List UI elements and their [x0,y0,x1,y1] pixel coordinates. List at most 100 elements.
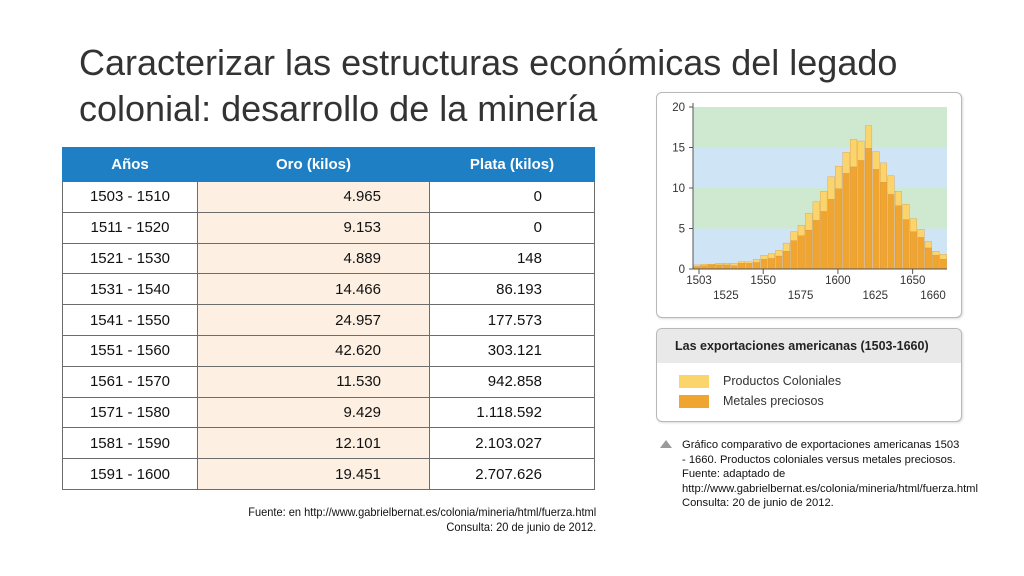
bar-productos [797,225,805,236]
bar-productos [909,218,917,232]
bar-productos [738,261,746,264]
bar-productos [887,175,895,195]
cell-years: 1581 - 1590 [62,427,198,460]
bar-productos [820,191,828,212]
table-row: 1521 - 1530 4.889 148 [62,242,595,275]
x-tick-label: 1625 [862,290,888,302]
bar-metales [932,255,940,270]
caption-text1: Gráfico comparativo de exportaciones ame… [682,439,960,466]
bar-metales [782,251,790,270]
bar-metales [767,258,775,270]
table-row: 1551 - 1560 42.620 303.121 [62,334,595,367]
table-row: 1561 - 1570 11.530 942.858 [62,365,595,398]
table-source: Fuente: en http://www.gabrielbernat.es/c… [248,505,596,535]
chart-band [693,107,947,148]
bar-productos [745,261,753,264]
legend-label-productos: Productos Coloniales [723,374,842,388]
cell-silver: 148 [429,242,595,275]
cell-gold: 4.889 [197,242,430,275]
bar-metales [812,220,820,270]
slide-title-line1: Caracterizar las estructuras económicas … [79,42,898,83]
cell-gold: 42.620 [197,334,430,367]
x-tick-label: 1575 [788,290,814,302]
bar-metales [708,264,716,270]
chart-caption: Gráfico comparativo de exportaciones ame… [660,438,978,511]
bar-productos [805,212,813,231]
bar-metales [887,194,895,270]
bar-metales [880,182,887,270]
bar-productos [880,162,887,183]
cell-years: 1521 - 1530 [62,242,198,275]
cell-gold: 4.965 [197,181,430,213]
cell-silver: 1.118.592 [429,396,595,429]
y-tick-label: 10 [672,183,685,195]
chart-legend: Las exportaciones americanas (1503-1660)… [656,328,962,422]
bar-productos [857,140,865,161]
bar-metales [835,188,843,270]
x-tick-label: 1503 [686,275,712,287]
bar-productos [753,259,760,263]
bar-productos [902,204,910,220]
bar-productos [865,125,873,149]
bar-productos [827,176,835,200]
cell-gold: 19.451 [197,458,430,490]
bar-productos [932,251,940,256]
slide-title-line2: colonial: desarrollo de la minería [79,88,598,129]
x-tick-label: 1525 [713,290,739,302]
exports-chart-svg: 0 5 10 15 20 1503 1550 1600 1650 1525 1575 1625 1660 [672,102,947,302]
legend-swatch-productos [679,375,709,389]
bar-productos [924,241,932,249]
exports-chart: 0 5 10 15 20 1503 1550 1600 1650 1525 1575 1625 1660 [656,92,962,318]
cell-silver: 303.121 [429,334,595,367]
legend-label-metales: Metales preciosos [723,394,824,408]
bar-metales [842,173,850,270]
cell-years: 1551 - 1560 [62,334,198,367]
x-tick-label: 1660 [920,290,946,302]
table-source-line1: Fuente: en http://www.gabrielbernat.es/c… [248,505,596,519]
bar-productos [730,263,738,266]
y-tick-label: 20 [672,102,685,114]
slide-title: Caracterizar las estructuras económicas … [79,40,979,132]
legend-title: Las exportaciones americanas (1503-1660) [657,329,961,363]
cell-years: 1541 - 1550 [62,304,198,336]
bar-metales [753,262,760,270]
x-tick-label: 1550 [750,275,776,287]
caption-triangle-icon [660,440,672,448]
cell-years: 1571 - 1580 [62,396,198,429]
x-tick-label: 1600 [825,275,851,287]
cell-silver: 942.858 [429,365,595,398]
bar-productos [835,165,843,189]
bar-metales [723,264,731,270]
table-header-row: Años Oro (kilos) Plata (kilos) [62,147,595,182]
cell-years: 1511 - 1520 [62,211,198,244]
bar-metales [909,231,917,270]
cell-gold: 24.957 [197,304,430,336]
bar-productos [767,253,775,259]
bar-productos [894,191,902,206]
bar-metales [790,240,798,270]
bar-metales [865,148,873,270]
header-gold: Oro (kilos) [197,147,430,182]
table-row: 1503 - 1510 4.965 0 [62,181,595,213]
bar-metales [745,263,753,270]
bar-productos [782,242,790,252]
table-row: 1511 - 1520 9.153 0 [62,211,595,244]
y-tick-label: 15 [672,143,685,155]
bar-metales [894,205,902,270]
cell-silver: 2.103.027 [429,427,595,460]
bar-metales [797,235,805,270]
cell-silver: 86.193 [429,273,595,306]
legend-item-metales: Metales preciosos [679,394,824,409]
cell-silver: 177.573 [429,304,595,336]
table-row: 1571 - 1580 9.429 1.118.592 [62,396,595,429]
caption-text2: Fuente: adaptado de http://www.gabrielbe… [682,468,978,495]
bar-productos [872,151,880,170]
bar-productos [775,250,783,257]
bar-productos [812,201,820,221]
cell-years: 1591 - 1600 [62,458,198,490]
legend-swatch-metales [679,395,709,409]
bar-productos [850,139,858,168]
cell-gold: 9.153 [197,211,430,244]
cell-years: 1503 - 1510 [62,181,198,213]
bar-metales [857,160,865,270]
